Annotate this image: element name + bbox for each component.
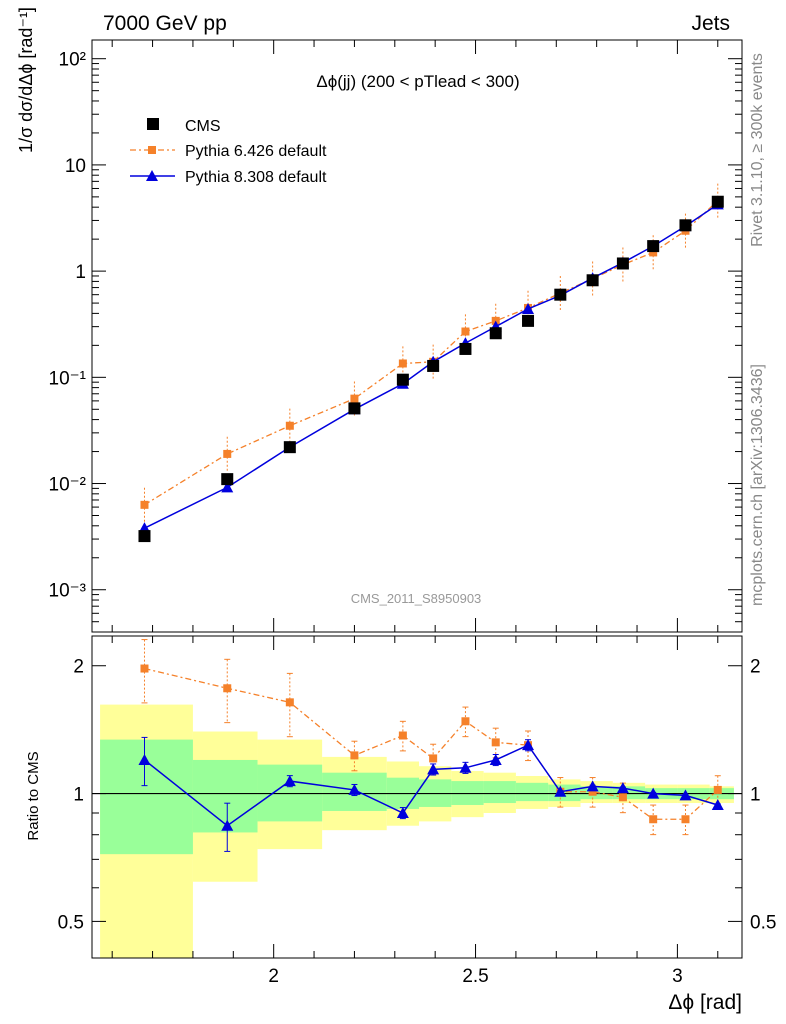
pythia8-point-ratio	[221, 819, 234, 831]
pythia6-point-ratio	[461, 717, 470, 726]
x-tick-label: 3	[672, 966, 683, 987]
ratio-panel-frame	[91, 635, 743, 959]
cms-point-main	[679, 219, 692, 232]
y-tick-label-main: 1	[75, 262, 86, 283]
legend-label-cms: CMS	[185, 118, 221, 135]
cms-point-main	[459, 342, 472, 355]
pythia8-point-main	[522, 302, 535, 314]
pythia8-point-ratio	[427, 763, 440, 775]
y-tick-label-ratio-left: 1	[73, 785, 84, 806]
pythia6-point-main	[461, 327, 470, 336]
ratio-band-green-7	[483, 781, 516, 804]
pythia6-point-ratio	[681, 815, 690, 824]
pythia8-point-ratio	[522, 739, 535, 751]
pythia8-point-ratio	[616, 782, 629, 794]
y-tick-label-main: 10²	[59, 50, 86, 71]
cms-point-main	[283, 441, 296, 454]
ratio-uncertainty-bands	[100, 704, 734, 958]
pythia6-point-main	[398, 359, 407, 368]
main-panel-frame	[91, 39, 743, 633]
pythia6-point-ratio	[618, 793, 627, 802]
analysis-watermark: CMS_2011_S8950903	[351, 591, 482, 606]
cms-point-main	[489, 327, 502, 340]
pythia8-point-ratio	[348, 783, 361, 795]
axis-ticks: 2 2.5 3 10⁻³ 10⁻² 10⁻¹ 1 10 10² 0.5 0.5 1 1 2 2	[49, 40, 776, 987]
header-left: 7000 GeV pp	[103, 12, 227, 35]
pythia8-point-ratio	[711, 798, 724, 810]
legend-label-pythia6: Pythia 6.426 default	[185, 143, 327, 160]
pythia6-point-main	[223, 449, 232, 458]
pythia8-point-ratio	[679, 789, 692, 801]
legend-label-pythia8: Pythia 8.308 default	[185, 169, 327, 186]
cms-point-main	[522, 314, 535, 327]
x-tick-label: 2	[268, 966, 279, 987]
cms-point-main	[221, 473, 234, 486]
pythia6-point-ratio	[223, 684, 232, 693]
y-tick-label-main: 10⁻³	[49, 581, 87, 602]
pythia6-line-main	[144, 200, 719, 506]
pythia8-point-ratio	[283, 775, 296, 787]
rivet-label: Rivet 3.1.10, ≥ 300k events	[749, 53, 766, 247]
cms-point-main	[427, 359, 440, 372]
pythia8-point-main	[221, 481, 234, 493]
pythia6-point-ratio	[398, 731, 407, 740]
pythia8-point-ratio	[554, 785, 567, 797]
y-tick-label-main: 10⁻¹	[49, 368, 87, 389]
y-tick-label-ratio-left: 0.5	[58, 912, 84, 933]
pythia8-point-ratio	[138, 753, 151, 765]
data-series	[138, 183, 724, 852]
legend: CMS Pythia 6.426 default Pythia 8.308 de…	[130, 118, 327, 186]
pythia6-point-ratio	[491, 738, 500, 747]
x-axis-title: Δϕ [rad]	[668, 991, 742, 1014]
cms-point-main	[348, 402, 361, 415]
y-title-ratio: Ratio to CMS	[25, 751, 42, 840]
ratio-band-green-0	[100, 739, 193, 855]
legend-marker-cms	[147, 118, 159, 130]
pythia6-point-main	[649, 248, 658, 257]
pythia6-point-ratio	[649, 815, 658, 824]
cms-point-main	[138, 530, 151, 543]
legend-marker-pythia6	[148, 146, 156, 154]
cms-point-main	[396, 373, 409, 386]
pythia8-point-ratio	[489, 753, 502, 765]
y-axis-title-main: 1/σ dσ/dΔϕ [rad⁻¹]	[16, 7, 36, 153]
pythia6-point-ratio	[140, 664, 149, 673]
pythia6-point-ratio	[285, 698, 294, 707]
pythia8-point-ratio	[647, 787, 660, 799]
pythia6-point-ratio	[350, 751, 359, 760]
y-tick-label-main: 10⁻²	[49, 475, 87, 496]
cms-point-main	[586, 274, 599, 287]
y-tick-label-ratio-right: 1	[750, 785, 761, 806]
pythia6-point-main	[285, 421, 294, 430]
cms-point-main	[647, 240, 660, 253]
x-tick-label: 2.5	[462, 966, 488, 987]
pythia6-point-main	[140, 500, 149, 509]
pythia8-point-ratio	[586, 780, 599, 792]
plot-title: Δϕ(jj) (200 < pTlead < 300)	[316, 72, 519, 91]
y-tick-label-ratio-right: 0.5	[750, 912, 776, 933]
pythia6-point-ratio	[429, 754, 438, 763]
legend-marker-pythia8	[146, 170, 158, 181]
mcplots-label: mcplots.cern.ch [arXiv:1306.3436]	[749, 364, 766, 606]
pythia6-point-main	[350, 394, 359, 403]
cms-point-main	[554, 288, 567, 301]
ratio-band-green-1	[192, 759, 258, 833]
pythia8-point-ratio	[459, 761, 472, 773]
cms-point-main	[616, 257, 629, 270]
y-tick-label-main: 10	[65, 156, 86, 177]
y-tick-label-ratio-right: 2	[750, 657, 761, 678]
pythia8-point-ratio	[396, 807, 409, 819]
header-right: Jets	[691, 12, 730, 35]
ratio-band-green-9	[548, 784, 581, 802]
ratio-band-green-8	[515, 782, 549, 802]
pythia6-point-ratio	[713, 785, 722, 794]
y-tick-label-ratio-left: 2	[73, 657, 84, 678]
pythia6-point-ratio	[588, 787, 597, 796]
y-title-main: 1/σ dσ/dΔϕ [rad⁻¹]	[16, 7, 36, 153]
cms-point-main	[711, 195, 724, 208]
